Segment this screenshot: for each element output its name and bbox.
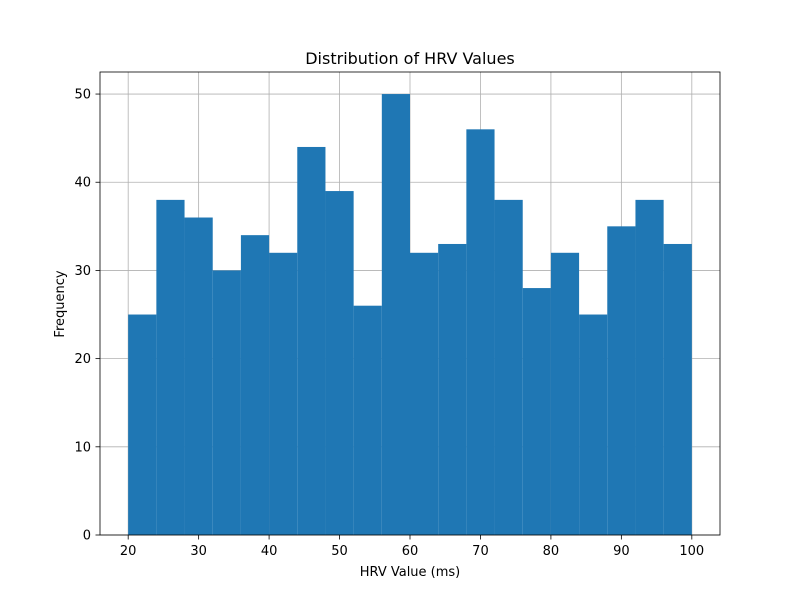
histogram-bar <box>522 288 551 535</box>
histogram-bar <box>550 252 580 536</box>
histogram-bar <box>353 305 382 535</box>
y-tick-label: 20 <box>74 352 91 367</box>
histogram-bar <box>635 199 664 535</box>
histogram-bar <box>410 252 439 536</box>
histogram-bar <box>184 217 213 535</box>
histogram-bar <box>466 129 495 536</box>
histogram-bar <box>240 235 270 535</box>
histogram-bar <box>156 199 185 535</box>
x-tick-label: 100 <box>679 544 704 559</box>
x-tick-label: 70 <box>472 544 489 559</box>
histogram-bar <box>269 252 298 536</box>
histogram-bar <box>325 191 354 536</box>
histogram-bar <box>381 94 410 536</box>
histogram-bar <box>663 243 692 535</box>
y-tick-label: 50 <box>74 88 91 103</box>
histogram-bar <box>438 243 467 535</box>
y-axis-label: Frequency <box>53 270 68 337</box>
histogram-bar <box>579 314 608 535</box>
histogram-bar <box>128 314 157 535</box>
x-tick-label: 90 <box>613 544 630 559</box>
chart-title: Distribution of HRV Values <box>305 49 515 68</box>
x-tick-label: 60 <box>402 544 419 559</box>
x-tick-label: 20 <box>120 544 137 559</box>
y-tick-label: 10 <box>74 440 91 455</box>
x-axis-ticks: 20 30 40 50 60 70 80 90 100 <box>120 535 704 559</box>
x-axis-label: HRV Value (ms) <box>360 565 461 580</box>
x-tick-label: 30 <box>190 544 207 559</box>
x-tick-label: 50 <box>331 544 348 559</box>
x-tick-label: 40 <box>261 544 278 559</box>
histogram-bar <box>607 226 636 536</box>
histogram-bar <box>297 146 326 535</box>
y-tick-label: 40 <box>74 176 91 191</box>
histogram-bars <box>128 94 692 536</box>
x-tick-label: 80 <box>543 544 560 559</box>
histogram-bar <box>494 199 523 535</box>
y-tick-label: 30 <box>74 264 91 279</box>
histogram-bar <box>212 270 241 535</box>
y-tick-label: 0 <box>83 529 91 544</box>
y-axis-ticks: 0 10 20 30 40 50 <box>74 88 100 544</box>
